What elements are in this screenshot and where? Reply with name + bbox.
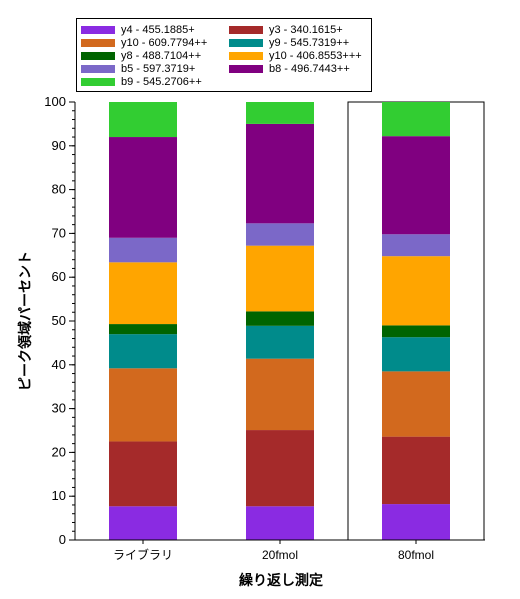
bar-segment — [109, 324, 177, 335]
bar-segment — [246, 102, 314, 124]
legend-label: y4 - 455.1885+ — [121, 24, 195, 36]
bar-segment — [109, 262, 177, 325]
bar-segment — [382, 136, 450, 235]
y-tick-label: 80 — [52, 182, 66, 197]
legend-swatch — [81, 78, 115, 86]
y-tick-label: 30 — [52, 401, 66, 416]
legend-item: y10 - 406.8553+++ — [229, 50, 362, 62]
legend-swatch — [81, 26, 115, 34]
legend-swatch — [81, 65, 115, 73]
y-tick-label: 40 — [52, 357, 66, 372]
legend-label: b5 - 597.3719+ — [121, 63, 196, 75]
legend-item: b5 - 597.3719+ — [81, 63, 195, 75]
legend-label: y8 - 488.7104++ — [121, 50, 202, 62]
legend-label: y9 - 545.7319++ — [269, 37, 350, 49]
bar-segment — [382, 234, 450, 257]
bar-segment — [382, 325, 450, 338]
x-tick-label: ライブラリ — [113, 547, 173, 562]
legend-swatch — [81, 39, 115, 47]
x-axis-label: 繰り返し測定 — [239, 572, 323, 588]
bar-segment — [246, 325, 314, 359]
bar-segment — [109, 368, 177, 442]
legend: y4 - 455.1885+ y3 - 340.1615+ y10 - 609.77… — [76, 18, 372, 92]
bars-layer — [109, 101, 485, 541]
bar-segment — [109, 237, 177, 263]
legend-swatch — [229, 39, 263, 47]
bar-segment — [246, 245, 314, 312]
bar-segment — [246, 311, 314, 326]
y-tick-label: 10 — [52, 488, 66, 503]
legend-label: y10 - 406.8553+++ — [269, 50, 362, 62]
bar-segment — [246, 223, 314, 246]
y-tick-label: 100 — [44, 94, 66, 109]
legend-label: b8 - 496.7443++ — [269, 63, 350, 75]
y-tick-label: 90 — [52, 138, 66, 153]
legend-item: y3 - 340.1615+ — [229, 24, 343, 36]
x-tick-label: 20fmol — [262, 548, 298, 562]
legend-item: y4 - 455.1885+ — [81, 24, 195, 36]
bar-segment — [382, 436, 450, 505]
bar-segment — [382, 256, 450, 326]
legend-item: y10 - 609.7794++ — [81, 37, 207, 49]
legend-item: b8 - 496.7443++ — [229, 63, 350, 75]
legend-swatch — [81, 52, 115, 60]
bar-segment — [246, 123, 314, 224]
bar-segment — [246, 430, 314, 507]
legend-swatch — [229, 52, 263, 60]
y-tick-label: 0 — [59, 532, 66, 547]
bar-segment — [382, 371, 450, 437]
legend-label: y3 - 340.1615+ — [269, 24, 343, 36]
legend-item: y8 - 488.7104++ — [81, 50, 201, 62]
bar-segment — [246, 506, 314, 540]
bar-segment — [382, 102, 450, 137]
bar-segment — [109, 137, 177, 238]
bar-segment — [246, 358, 314, 431]
legend-label: b9 - 545.2706++ — [121, 76, 202, 88]
legend-item: y9 - 545.7319++ — [229, 37, 349, 49]
bar-segment — [109, 441, 177, 507]
y-axis-label: ピーク領域パーセント — [17, 251, 33, 391]
y-tick-label: 50 — [52, 313, 66, 328]
legend-item: b9 - 545.2706++ — [81, 76, 202, 88]
bar-segment — [382, 337, 450, 372]
legend-swatch — [229, 26, 263, 34]
y-tick-label: 60 — [52, 269, 66, 284]
bar-segment — [109, 334, 177, 369]
legend-swatch — [229, 65, 263, 73]
x-tick-label: 80fmol — [398, 548, 434, 562]
bar-segment — [109, 506, 177, 540]
y-tick-label: 70 — [52, 225, 66, 240]
bar-segment — [109, 102, 177, 138]
legend-label: y10 - 609.7794++ — [121, 37, 208, 49]
axes-layer: 0 10 20 30 40 50 60 70 80 90 100 ライブラリ 20fmol 80fmol — [44, 94, 485, 562]
bar-segment — [382, 504, 450, 540]
y-tick-label: 20 — [52, 444, 66, 459]
